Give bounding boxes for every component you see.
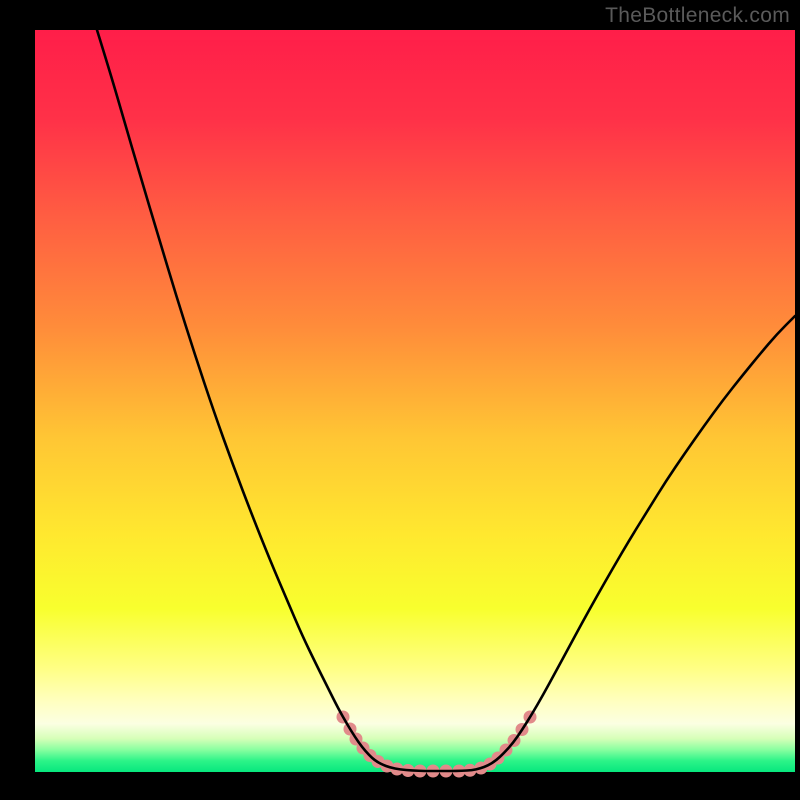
watermark-text: TheBottleneck.com (605, 4, 790, 28)
bottleneck-chart (0, 0, 800, 800)
chart-container: TheBottleneck.com (0, 0, 800, 800)
plot-background (35, 30, 795, 772)
